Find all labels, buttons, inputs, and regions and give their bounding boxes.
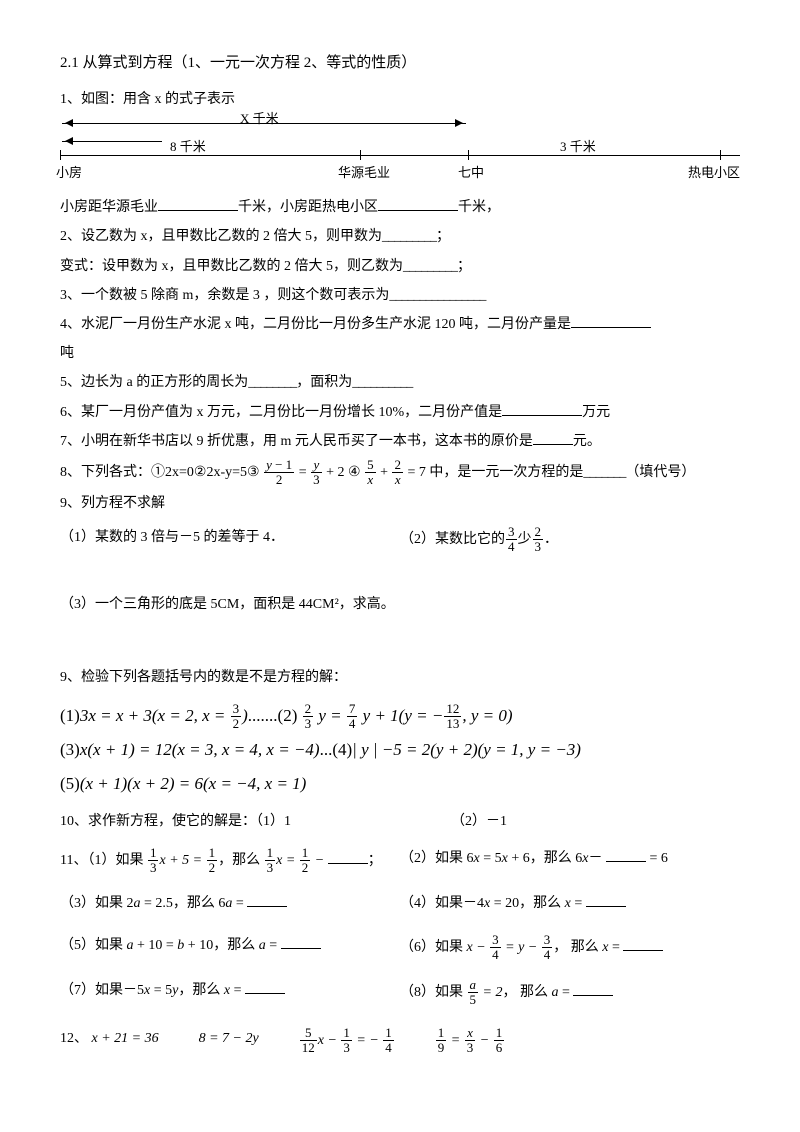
q10: 10、求作新方程，使它的解是：（1）1（2）－1 bbox=[60, 809, 740, 834]
q7: 7、小明在新华书店以 9 折优惠，用 m 元人民币买了一本书，这本书的原价是元。 bbox=[60, 429, 740, 454]
blank bbox=[281, 934, 321, 949]
dash-blank: _______ bbox=[583, 465, 625, 480]
q9-header: 9、列方程不求解 bbox=[60, 491, 740, 516]
q11-1: 11、（1）如果 13x + 5 = 12，那么 13x = 12 − ； bbox=[60, 846, 400, 876]
dash-blank: _________ bbox=[403, 259, 457, 274]
q8: 8、下列各式：①2x=0②2x-y=5③ y − 12 = y3 + 2 ④ 5… bbox=[60, 458, 740, 488]
blank bbox=[247, 892, 287, 907]
blank bbox=[158, 196, 238, 211]
number-line-diagram: X 千米 8 千米 3 千米 小房 华源毛业 七中 热电小区 bbox=[60, 117, 740, 187]
pt-xiaofang: 小房 bbox=[56, 161, 82, 184]
blank bbox=[586, 892, 626, 907]
q11-8: （8）如果 a5 = 2， 那么 a = bbox=[400, 978, 740, 1008]
pt-qizhong: 七中 bbox=[458, 161, 484, 184]
q4: 4、水泥厂一月份生产水泥 x 吨，二月份比一月份多生产水泥 120 吨，二月份产… bbox=[60, 312, 740, 337]
blank bbox=[573, 981, 613, 996]
q6: 6、某厂一月份产值为 x 万元，二月份比一月份增长 10%，二月份产值是万元 bbox=[60, 400, 740, 425]
q9-1: （1）某数的 3 倍与－5 的差等于 4． bbox=[60, 525, 400, 555]
q2a: 2、设乙数为 x，且甲数比乙数的 2 倍大 5，则甲数为_________； bbox=[60, 224, 740, 249]
blank bbox=[245, 979, 285, 994]
q9-2: （2）某数比它的34少23． bbox=[400, 525, 740, 555]
q4b: 吨 bbox=[60, 341, 740, 366]
pt-redian: 热电小区 bbox=[688, 161, 740, 184]
blank bbox=[606, 847, 646, 862]
q12: 12、 x + 21 = 36 8 = 7 − 2y 512x − 13 = −… bbox=[60, 1026, 740, 1056]
q9b: 9、检验下列各题括号内的数是不是方程的解： bbox=[60, 665, 740, 690]
blank bbox=[328, 849, 368, 864]
blank bbox=[378, 196, 458, 211]
q11-3: （3）如果 2a = 2.5，那么 6a = bbox=[60, 891, 400, 916]
q11-5: （5）如果 a + 10 = b + 10，那么 a = bbox=[60, 933, 400, 963]
dash-blank: _________ bbox=[382, 229, 436, 244]
equations-block: (1)3x = x + 3(x = 2, x = 32).......(2) 2… bbox=[60, 699, 740, 801]
blank bbox=[502, 401, 582, 416]
q9-3: （3）一个三角形的底是 5CM，面积是 44CM²，求高。 bbox=[60, 592, 740, 617]
q1-fill: 小房距华源毛业千米，小房距热电小区千米， bbox=[60, 195, 740, 220]
q11-4: （4）如果－4x = 20，那么 x = bbox=[400, 891, 740, 916]
dash-blank: ________ bbox=[248, 375, 296, 390]
q1-intro: 1、如图：用含 x 的式子表示 bbox=[60, 87, 740, 112]
q2b: 变式：设甲数为 x，且甲数比乙数的 2 倍大 5，则乙数为_________； bbox=[60, 254, 740, 279]
q11-6: （6）如果 x − 34 = y − 34， 那么 x = bbox=[400, 933, 740, 963]
section-title: 2.1 从算式到方程（1、一元一次方程 2、等式的性质） bbox=[60, 50, 740, 77]
blank bbox=[623, 936, 663, 951]
label-x-km: X 千米 bbox=[240, 107, 279, 130]
blank bbox=[571, 313, 651, 328]
q11-7: （7）如果－5x = 5y，那么 x = bbox=[60, 978, 400, 1008]
q3: 3、一个数被 5 除商 m，余数是 3 ，则这个数可表示为___________… bbox=[60, 283, 740, 308]
q5: 5、边长为 a 的正方形的周长为________，面积为__________ bbox=[60, 370, 740, 395]
dash-blank: ________________ bbox=[389, 288, 485, 303]
blank bbox=[533, 430, 573, 445]
pt-huayuan: 华源毛业 bbox=[338, 161, 390, 184]
dash-blank: __________ bbox=[352, 375, 412, 390]
q11-2: （2）如果 6x = 5x + 6，那么 6x－ = 6 bbox=[400, 846, 740, 876]
